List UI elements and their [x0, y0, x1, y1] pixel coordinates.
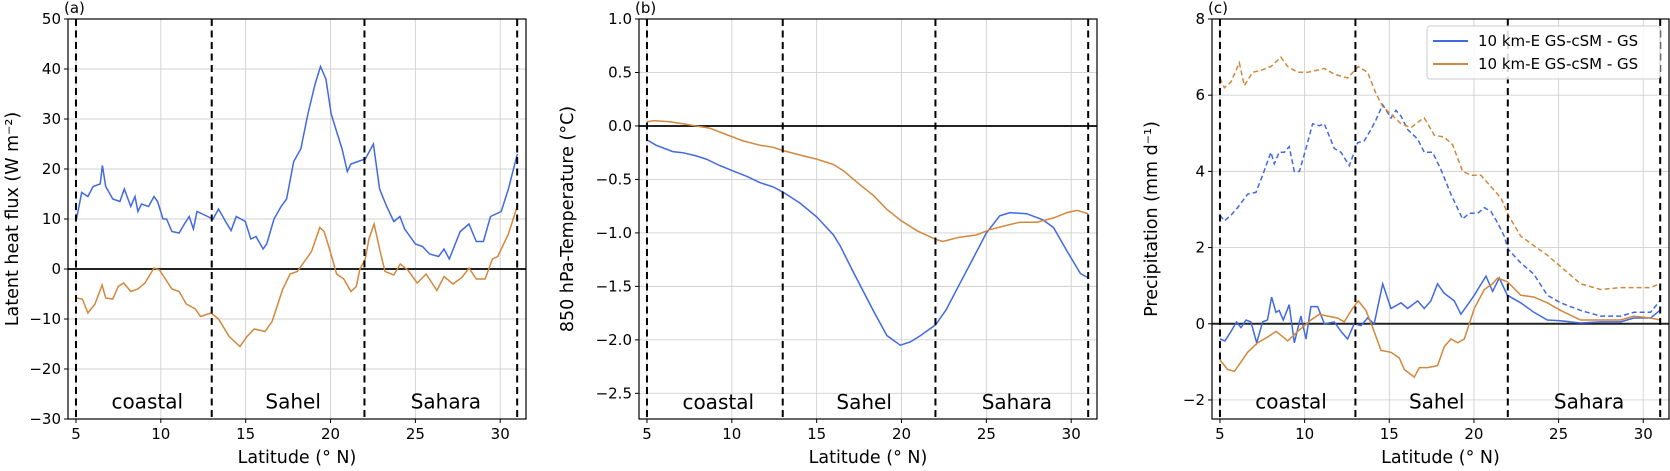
- y-tick-label: 20: [42, 160, 61, 178]
- series-line-orange-solid: [1219, 277, 1661, 379]
- series-line-blue-dashed: [1219, 103, 1661, 317]
- x-tick-label: 5: [642, 425, 652, 443]
- x-tick-label: 10: [151, 425, 170, 443]
- panel-label: (a): [64, 0, 85, 17]
- y-tick-label: −2: [1183, 391, 1205, 409]
- panel-temperature: 5 10 15 20 25 30 −2.5 −2.0 −1.5 −1.0 −0.5 0.0 0.5 1.0…: [558, 0, 1098, 468]
- y-tick-label: −10: [29, 310, 61, 328]
- y-tick-label: −2.0: [596, 331, 632, 349]
- y-tick-label: 0.0: [608, 117, 632, 135]
- y-tick-label: 10: [42, 210, 61, 228]
- x-tick-label: 15: [807, 425, 826, 443]
- x-tick-label: 15: [236, 425, 255, 443]
- y-tick-label: 30: [42, 110, 61, 128]
- x-tick-label: 20: [892, 425, 911, 443]
- y-tick-label: 4: [1195, 162, 1205, 180]
- region-label: Sahara: [1554, 389, 1624, 413]
- x-axis-label: Latitude (° N): [1381, 448, 1500, 468]
- series-line-blue-solid: [646, 139, 1089, 347]
- y-axis-label: Latent heat flux (W m⁻²): [3, 112, 23, 326]
- series-line-orange-solid: [75, 206, 518, 348]
- legend-label: 10 km-E GS-cSM - GS: [1478, 32, 1638, 50]
- axes-frame: [67, 18, 527, 420]
- x-tick-label: 20: [1464, 425, 1483, 443]
- x-tick-label: 25: [977, 425, 996, 443]
- x-tick-label: 10: [1295, 425, 1314, 443]
- y-axis-label: 850 hPa-Temperature (°C): [558, 106, 578, 332]
- x-tick-label: 25: [1549, 425, 1568, 443]
- axes-frame: [638, 18, 1098, 420]
- x-tick-label: 20: [321, 425, 340, 443]
- legend-label: 10 km-E GS-cSM - GS: [1478, 55, 1638, 73]
- y-tick-label: 40: [42, 60, 61, 78]
- x-tick-label: 25: [406, 425, 425, 443]
- series-line-orange-solid: [646, 119, 1089, 243]
- x-axis-label: Latitude (° N): [238, 448, 357, 468]
- panel-label: (b): [635, 0, 656, 17]
- y-tick-label: −2.5: [596, 384, 632, 402]
- y-tick-label: −1.0: [596, 224, 632, 242]
- region-label: coastal: [1255, 389, 1327, 413]
- x-tick-label: 10: [722, 425, 741, 443]
- x-tick-label: 15: [1380, 425, 1399, 443]
- legend-box: [1426, 25, 1661, 80]
- y-tick-label: 6: [1195, 86, 1205, 104]
- region-label: coastal: [111, 390, 183, 414]
- region-label: Sahara: [982, 390, 1052, 414]
- x-axis-label: Latitude (° N): [809, 448, 928, 468]
- legend: 10 km-E GS-cSM - GS 10 km-E GS-cSM - GS: [1426, 25, 1661, 80]
- y-tick-label: 0.5: [608, 63, 632, 81]
- region-label: Sahel: [836, 390, 892, 414]
- region-label: Sahara: [411, 390, 481, 414]
- region-label: coastal: [682, 390, 754, 414]
- panel-precipitation: 5 10 15 20 25 30 −2 0 2 4 6 8 coastal Sahel Sahara (c) L…: [1142, 0, 1670, 468]
- series-line-blue-solid: [75, 64, 519, 261]
- y-tick-label: −0.5: [596, 170, 632, 188]
- y-tick-label: −30: [29, 410, 61, 428]
- x-tick-label: 30: [491, 425, 510, 443]
- x-tick-label: 5: [1215, 425, 1225, 443]
- y-axis-label: Precipitation (mm d⁻¹): [1142, 121, 1162, 317]
- y-tick-label: 1.0: [608, 10, 632, 28]
- y-tick-label: 8: [1195, 10, 1205, 28]
- region-label: Sahel: [1409, 389, 1465, 413]
- y-tick-label: −20: [29, 360, 61, 378]
- region-label: Sahel: [265, 390, 321, 414]
- series-line-orange-dashed: [1219, 55, 1661, 291]
- x-tick-label: 5: [71, 425, 81, 443]
- series-line-blue-solid: [1219, 274, 1661, 346]
- x-tick-label: 30: [1062, 425, 1081, 443]
- panel-label: (c): [1208, 0, 1228, 17]
- axes-frame: [1211, 18, 1670, 420]
- y-tick-label: 2: [1195, 239, 1205, 257]
- y-tick-label: 0: [1195, 315, 1205, 333]
- panel-latent-heat: 5 10 15 20 25 30 −30 −20 −10 0 10 20 30 40 50 coastal Sa…: [3, 0, 527, 468]
- y-tick-label: −1.5: [596, 277, 632, 295]
- y-tick-label: 50: [42, 10, 61, 28]
- y-tick-label: 0: [51, 260, 61, 278]
- x-tick-label: 30: [1634, 425, 1653, 443]
